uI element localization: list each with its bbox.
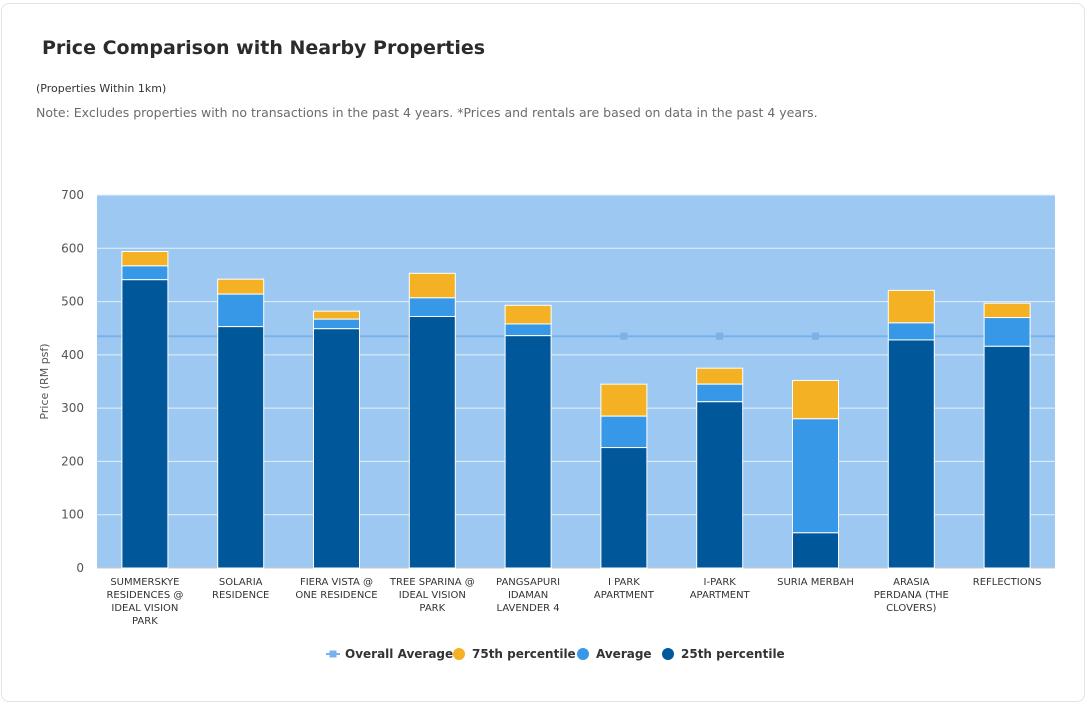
bar-25th-percentile[interactable] [408,315,456,569]
bar-stack[interactable] [504,304,552,569]
y-tick-label: 200 [61,454,84,468]
x-category-label: SUMMERSKYE RESIDENCES @ IDEAL VISION PARK [106,577,183,627]
bar-75th-percentile[interactable] [600,383,648,417]
legend-item[interactable]: Average [577,647,652,661]
legend-label: Overall Average [345,647,453,661]
bar-25th-percentile[interactable] [887,339,935,569]
bar-25th-percentile[interactable] [792,532,839,569]
x-category-label: I-PARK APARTMENT [690,577,751,601]
chart-subtitle: (Properties Within 1km) [36,82,167,95]
bar-75th-percentile[interactable] [408,272,456,299]
legend-item[interactable]: 75th percentile [453,647,576,661]
bar-stack[interactable] [313,310,360,569]
bar-stack[interactable] [217,278,265,569]
bars [121,250,1031,569]
bar-75th-percentile[interactable] [887,289,935,324]
bar-average[interactable] [696,383,744,403]
bar-average[interactable] [504,323,552,337]
legend-dot-symbol [453,648,465,660]
legend: Overall Average 75th percentile Average 25t… [326,647,785,661]
bar-75th-percentile[interactable] [983,302,1031,319]
bar-75th-percentile[interactable] [121,250,169,267]
bar-75th-percentile[interactable] [313,310,360,320]
legend-label: 25th percentile [681,647,785,661]
bar-average[interactable] [887,322,935,341]
bar-75th-percentile[interactable] [504,304,552,325]
y-tick-label: 300 [61,401,84,415]
bar-25th-percentile[interactable] [313,328,360,569]
bar-25th-percentile[interactable] [600,447,648,569]
x-category-label: PANGSAPURI IDAMAN LAVENDER 4 [496,577,560,614]
x-category-label: FIERA VISTA @ ONE RESIDENCE [295,577,377,601]
bar-25th-percentile[interactable] [121,279,169,569]
bar-stack[interactable] [696,367,744,569]
legend-dot-symbol [577,648,589,660]
overall-average-marker [716,332,724,340]
bar-25th-percentile[interactable] [696,401,744,569]
x-category-label: I PARK APARTMENT [594,577,655,601]
bar-stack[interactable] [887,289,935,569]
y-tick-label: 700 [61,188,84,202]
legend-item[interactable]: Overall Average [326,647,453,661]
bar-25th-percentile[interactable] [217,326,265,569]
legend-square-symbol [329,650,337,658]
overall-average-marker [812,332,819,340]
bar-average[interactable] [983,317,1031,347]
y-tick-label: 500 [61,295,84,309]
y-tick-label: 600 [61,241,84,255]
legend-label: Average [596,647,652,661]
bar-stack[interactable] [983,302,1031,569]
bar-75th-percentile[interactable] [217,278,265,295]
chart-note: Note: Excludes properties with no transa… [36,105,818,120]
bar-average[interactable] [217,293,265,328]
bar-average[interactable] [121,265,169,281]
bar-average[interactable] [313,318,360,330]
bar-stack[interactable] [600,383,648,569]
bar-75th-percentile[interactable] [696,367,744,385]
bar-stack[interactable] [792,379,839,569]
x-category-label: SURIA MERBAH [777,577,854,588]
overall-average-marker [620,332,628,340]
x-category-label: TREE SPARINA @ IDEAL VISION PARK [389,577,475,614]
bar-stack[interactable] [121,250,169,569]
legend-label: 75th percentile [472,647,576,661]
bar-average[interactable] [408,297,456,317]
bar-25th-percentile[interactable] [983,345,1031,569]
x-category-label: ARASIA PERDANA (THE CLOVERS) [874,577,949,614]
chart-title: Price Comparison with Nearby Properties [42,37,486,59]
x-axis: SUMMERSKYE RESIDENCES @ IDEAL VISION PARK SO… [106,577,1041,627]
bar-75th-percentile[interactable] [792,379,839,420]
legend-dot-symbol [662,648,674,660]
x-category-label: REFLECTIONS [973,577,1042,588]
y-axis: 0 100 200 300 400 500 600 700 [61,188,84,575]
bar-stack[interactable] [408,272,456,569]
y-tick-label: 100 [61,508,84,522]
y-tick-label: 0 [76,561,84,575]
bar-average[interactable] [600,415,648,449]
bar-average[interactable] [792,418,839,534]
y-axis-label: Price (RM psf) [38,343,51,419]
bar-25th-percentile[interactable] [504,335,552,569]
legend-item[interactable]: 25th percentile [662,647,785,661]
y-tick-label: 400 [61,348,84,362]
x-category-label: SOLARIA RESIDENCE [212,577,269,601]
